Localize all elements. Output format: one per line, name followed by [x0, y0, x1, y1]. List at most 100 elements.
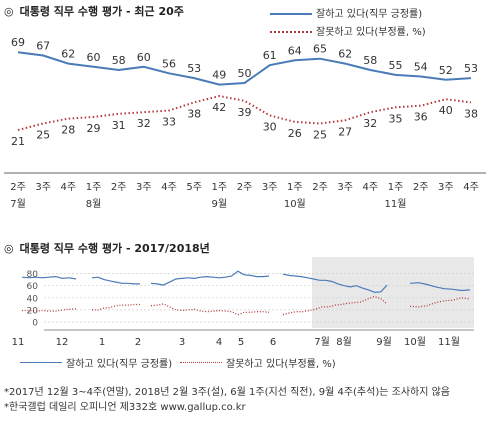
bottom-legend-approve-swatch [20, 362, 62, 363]
top-legend-disapprove-label: 잘못하고 있다(부정률, %) [316, 27, 426, 38]
top-legend-approve-label: 잘하고 있다(직무 긍정률) [316, 9, 423, 20]
top-chart-title: ◎ 대통령 직무 수행 평가 - 최근 20주 [4, 3, 184, 19]
y-tick-label: 20 [27, 306, 39, 316]
approve-data-label: 64 [288, 44, 302, 57]
x-tick-label: 1주 [86, 182, 102, 193]
x-tick-label: 2주 [111, 182, 127, 193]
x-month-label: 9월 [376, 336, 392, 348]
approve-data-label: 54 [414, 61, 428, 74]
x-month-label: 7월 [314, 336, 330, 348]
disapprove-data-label: 36 [414, 111, 428, 124]
approve-line-segment [409, 282, 471, 292]
approve-data-label: 65 [313, 43, 327, 56]
x-month-label: 4 [216, 337, 222, 348]
disapprove-data-label: 35 [389, 112, 403, 125]
footnote-source: *한국갤럽 데일리 오피니언 제332호 www.gallup.co.kr [4, 402, 246, 413]
approve-line-segment [282, 273, 388, 294]
approve-data-label: 60 [137, 51, 151, 64]
bottom-chart-title-text: 대통령 직무 수행 평가 - 2017/2018년 [19, 242, 210, 255]
approve-data-label: 62 [61, 48, 75, 61]
disapprove-line-segment [409, 297, 471, 308]
approve-line-segment [150, 270, 270, 286]
x-month-label: 2 [135, 337, 141, 348]
x-month-label: 3 [179, 337, 185, 348]
approve-data-label: 53 [187, 62, 201, 75]
x-month-label: 7월 [10, 198, 26, 210]
disapprove-line-segment [282, 295, 388, 316]
disapprove-line-segment [92, 303, 140, 311]
x-tick-label: 4주 [61, 182, 77, 193]
y-tick-label: 60 [27, 282, 39, 292]
approve-data-label: 53 [464, 62, 478, 75]
disapprove-data-label: 25 [313, 129, 327, 142]
disapprove-data-label: 32 [137, 117, 151, 130]
x-month-label: 5 [238, 337, 244, 348]
disapprove-data-label: 28 [61, 124, 75, 137]
approve-line-segment [91, 276, 140, 285]
disapprove-line-segment [22, 308, 77, 312]
disapprove-data-label: 25 [36, 129, 50, 142]
approve-data-label: 49 [212, 69, 226, 82]
x-month-label: 11월 [385, 198, 407, 210]
x-tick-label: 4주 [161, 182, 177, 193]
y-tick-label: 80 [27, 270, 39, 280]
x-tick-label: 2주 [413, 182, 429, 193]
x-tick-label: 1주 [287, 182, 303, 193]
circle-marker-icon: ◎ [4, 5, 14, 18]
disapprove-data-label: 38 [187, 107, 201, 120]
x-tick-label: 3주 [438, 182, 454, 193]
x-tick-label: 1주 [212, 182, 228, 193]
x-tick-label: 2주 [312, 182, 328, 193]
x-month-label: 10월 [284, 198, 306, 210]
x-tick-label: 4주 [363, 182, 379, 193]
recent-period-shade [312, 257, 474, 328]
top-line-chart: 69 67 62 60 58 60 56 53 49 50 61 64 65 62 58 55 54 52 53 21… [4, 36, 486, 210]
bottom-legend-disapprove-swatch [180, 362, 222, 363]
x-tick-label: 3주 [35, 182, 51, 193]
approve-data-label: 58 [112, 54, 126, 67]
x-month-label: 12 [56, 337, 69, 348]
approve-data-label: 60 [87, 51, 101, 64]
bottom-chart-title: ◎ 대통령 직무 수행 평가 - 2017/2018년 [4, 240, 210, 256]
x-month-label: 8월 [336, 336, 352, 348]
approve-line-segment [21, 275, 77, 280]
disapprove-data-label: 21 [11, 135, 25, 148]
x-month-label: 6 [270, 337, 276, 348]
x-tick-label: 1주 [388, 182, 404, 193]
x-tick-label: 2주 [237, 182, 253, 193]
disapprove-data-label: 27 [338, 125, 352, 138]
disapprove-data-label: 33 [162, 116, 176, 129]
approve-data-label: 67 [36, 40, 50, 53]
x-tick-label: 3주 [262, 182, 278, 193]
disapprove-line [17, 94, 472, 131]
top-legend-disapprove-swatch [270, 31, 312, 33]
circle-marker-icon: ◎ [4, 242, 14, 255]
x-tick-label: 5주 [186, 182, 202, 193]
approve-data-label: 61 [263, 49, 277, 62]
x-month-label: 10월 [404, 336, 426, 348]
x-tick-label: 3주 [337, 182, 353, 193]
x-tick-label: 3주 [136, 182, 152, 193]
footnote-survey-gaps: *2017년 12월 3~4주(연말), 2018년 2월 3주(설), 6월 … [4, 387, 450, 398]
approve-data-label: 58 [363, 54, 377, 67]
disapprove-data-label: 32 [363, 117, 377, 130]
y-tick-label: 40 [27, 294, 39, 304]
disapprove-data-label: 29 [87, 122, 101, 135]
footnotes: *2017년 12월 3~4주(연말), 2018년 2월 3주(설), 6월 … [4, 385, 450, 415]
x-month-label: 8월 [86, 198, 102, 210]
disapprove-data-label: 30 [263, 120, 277, 133]
approve-data-label: 62 [338, 48, 352, 61]
top-chart-title-text: 대통령 직무 수행 평가 - 최근 20주 [19, 5, 184, 18]
x-month-label: 9월 [212, 198, 228, 210]
disapprove-data-label: 26 [288, 127, 302, 140]
y-tick-label: 0 [32, 319, 38, 329]
disapprove-data-label: 31 [112, 119, 126, 132]
x-month-label: 1 [99, 337, 105, 348]
x-month-label: 11월 [438, 336, 460, 348]
x-tick-label: 2주 [10, 182, 26, 193]
approve-data-label: 55 [389, 59, 403, 72]
top-legend-approve-swatch [270, 13, 312, 15]
x-month-label: 11 [12, 337, 25, 348]
approve-data-label: 56 [162, 57, 176, 70]
